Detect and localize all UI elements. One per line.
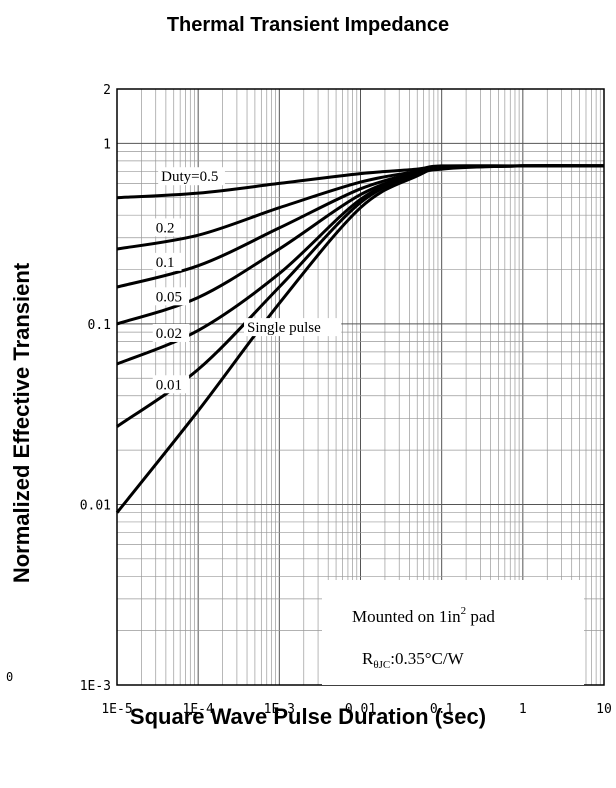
series-label-bg-0-1 [152, 252, 182, 271]
mounting-note-box [322, 580, 584, 685]
resistance-note-text: RθJC:0.35°C/W [362, 649, 465, 671]
y-tick-label: 0.01 [80, 498, 111, 513]
y-tick-label: 2 [103, 83, 111, 98]
series-label-bg-single-pulse [244, 318, 342, 337]
series-label-0-2: 0.2 [156, 220, 175, 236]
series-labels: Duty=0.5 0.2 0.1 0.05 0.02 0.01 Single pulse [152, 167, 342, 394]
series-label-bg-duty-0-5 [158, 167, 225, 186]
series-label-0-05: 0.05 [156, 289, 182, 305]
series-label-single-pulse: Single pulse [247, 320, 321, 336]
y-tick-label: 1E-3 [80, 679, 111, 694]
stray-tick-label: 0 [6, 670, 14, 684]
x-tick-label: 10 [596, 702, 612, 717]
series-label-duty-0-5: Duty=0.5 [161, 169, 218, 185]
resistance-subscript: θJC [373, 659, 390, 671]
x-tick-label: 1 [519, 702, 527, 717]
y-tick-labels: 1E-3 0.01 0.1 1 2 [80, 83, 111, 694]
resistance-value: :0.35°C/W [390, 649, 464, 668]
series-label-bg-0-2 [152, 218, 182, 237]
resistance-symbol: R [362, 649, 374, 668]
x-tick-label: 0.1 [430, 702, 453, 717]
mounted-superscript: 2 [461, 605, 467, 617]
mounted-suffix: pad [466, 607, 495, 626]
x-tick-label: 0.01 [345, 702, 376, 717]
x-tick-labels: 1E-5 1E-4 1E-3 0.01 0.1 1 10 [101, 702, 611, 717]
x-tick-label: 1E-5 [101, 702, 132, 717]
series-label-bg-0-02 [152, 323, 190, 342]
chart-title: Thermal Transient Impedance [166, 14, 450, 36]
x-axis-label: Square Wave Pulse Duration (sec) [129, 704, 487, 729]
series-label-bg-0-05 [152, 287, 190, 306]
x-tick-label: 1E-4 [183, 702, 214, 717]
series-line-single-pulse [115, 164, 605, 514]
curves [115, 164, 605, 514]
series-label-0-01: 0.01 [156, 377, 182, 393]
mounted-prefix: Mounted on 1in [352, 607, 461, 626]
y-tick-label: 1 [103, 137, 111, 152]
mounting-note-text: Mounted on 1in2 pad [352, 605, 495, 626]
mounting-note: Mounted on 1in2 pad RθJC:0.35°C/W [322, 580, 584, 685]
y-tick-label: 0.1 [88, 318, 111, 333]
series-label-0-02: 0.02 [156, 326, 182, 342]
series-label-bg-0-01 [152, 375, 190, 394]
series-label-0-1: 0.1 [156, 255, 175, 271]
x-tick-label: 1E-3 [264, 702, 295, 717]
